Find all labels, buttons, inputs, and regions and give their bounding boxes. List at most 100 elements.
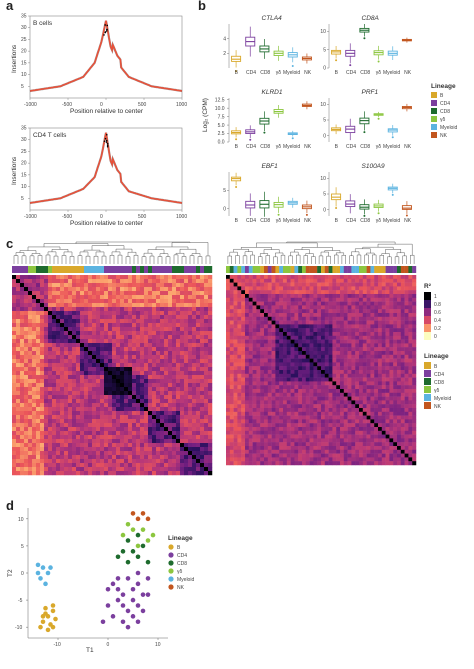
- heatmap-cell: [28, 391, 33, 396]
- heatmap-cell: [44, 307, 49, 312]
- heatmap-cell: [24, 427, 29, 432]
- heatmap-cell: [404, 396, 409, 401]
- heatmap-cell: [298, 400, 303, 405]
- heatmap-cell: [241, 343, 246, 348]
- heatmap-cell: [400, 313, 405, 318]
- legend-label: NK: [440, 133, 448, 139]
- heatmap-cell: [44, 359, 49, 364]
- heatmap-cell: [172, 411, 177, 416]
- heatmap-cell: [132, 399, 137, 404]
- heatmap-cell: [321, 354, 326, 359]
- heatmap-cell: [192, 415, 197, 420]
- heatmap-cell: [196, 331, 201, 336]
- heatmap-cell: [152, 383, 157, 388]
- heatmap-cell: [241, 332, 246, 337]
- dendrogram-branch: [362, 246, 394, 250]
- heatmap-cell: [168, 395, 173, 400]
- heatmap-cell: [84, 403, 89, 408]
- heatmap-cell: [412, 286, 417, 291]
- heatmap-cell: [267, 286, 272, 291]
- heatmap-cell: [96, 447, 101, 452]
- heatmap-cell: [12, 419, 17, 424]
- heatmap-cell: [343, 370, 348, 375]
- heatmap-cell: [283, 400, 288, 405]
- heatmap-cell: [252, 392, 257, 397]
- dendrogram-branch: [286, 241, 396, 245]
- heatmap-cell: [64, 327, 69, 332]
- heatmap-cell: [188, 287, 193, 292]
- heatmap-cell: [64, 439, 69, 444]
- heatmap-cell: [305, 423, 310, 428]
- heatmap-cell: [286, 358, 291, 363]
- heatmap-cell: [76, 283, 81, 288]
- heatmap-cell: [20, 363, 25, 368]
- heatmap-cell: [226, 282, 231, 287]
- heatmap-cell: [96, 451, 101, 456]
- heatmap-cell: [233, 362, 238, 367]
- heatmap-cell: [233, 286, 238, 291]
- heatmap-cell: [164, 299, 169, 304]
- heatmap-cell: [40, 359, 45, 364]
- heatmap-cell: [140, 275, 145, 280]
- heatmap-cell: [96, 455, 101, 460]
- heatmap-cell: [164, 463, 169, 468]
- heatmap-cell: [408, 343, 413, 348]
- heatmap-cell: [160, 335, 165, 340]
- lineage-bar-cell: [188, 266, 193, 273]
- heatmap-cell: [84, 319, 89, 324]
- heatmap-cell: [332, 316, 337, 321]
- heatmap-cell: [385, 343, 390, 348]
- heatmap-cell: [248, 305, 253, 310]
- heatmap-cell: [176, 391, 181, 396]
- heatmap-cell: [144, 411, 149, 416]
- heatmap-cell: [88, 299, 93, 304]
- heatmap-cell: [100, 387, 105, 392]
- heatmap-cell: [156, 351, 161, 356]
- heatmap-cell: [180, 399, 185, 404]
- heatmap-cell: [104, 419, 109, 424]
- heatmap-cell: [48, 359, 53, 364]
- heatmap-cell: [264, 297, 269, 302]
- heatmap-cell: [355, 301, 360, 306]
- heatmap-cell: [362, 275, 367, 280]
- heatmap-cell: [245, 370, 250, 375]
- heatmap-cell: [275, 411, 280, 416]
- heatmap-cell: [336, 309, 341, 314]
- heatmap-cell: [332, 415, 337, 420]
- heatmap-cell: [100, 371, 105, 376]
- heatmap-cell: [412, 366, 417, 371]
- heatmap-cell: [168, 423, 173, 428]
- heatmap-cell: [108, 347, 113, 352]
- heatmap-cell: [32, 443, 37, 448]
- heatmap-cell: [84, 339, 89, 344]
- heatmap-cell: [136, 387, 141, 392]
- heatmap-cell: [208, 347, 213, 352]
- heatmap-cell: [347, 381, 352, 386]
- heatmap-cell: [294, 362, 299, 367]
- outlier: [291, 137, 294, 140]
- heatmap-cell: [336, 354, 341, 359]
- heatmap-cell: [28, 467, 33, 472]
- heatmap-cell: [40, 471, 45, 476]
- heatmap-cell: [92, 315, 97, 320]
- heatmap-cell: [412, 324, 417, 329]
- heatmap-cell: [252, 347, 257, 352]
- heatmap-cell: [298, 370, 303, 375]
- heatmap-cell: [340, 362, 345, 367]
- heatmap-cell: [32, 315, 37, 320]
- heatmap-cell: [200, 423, 205, 428]
- heatmap-cell: [112, 415, 117, 420]
- heatmap-cell: [381, 320, 386, 325]
- dendrogram-branch: [265, 255, 270, 264]
- heatmap-cell: [385, 408, 390, 413]
- heatmap-cell: [60, 451, 65, 456]
- heatmap-cell: [60, 303, 65, 308]
- heatmap-cell: [340, 389, 345, 394]
- heatmap-cell: [64, 311, 69, 316]
- heatmap-cell: [208, 427, 213, 432]
- heatmap-cell: [359, 385, 364, 390]
- heatmap-cell: [362, 316, 367, 321]
- heatmap-cell: [328, 404, 333, 409]
- heatmap-cell: [120, 451, 125, 456]
- heatmap-cell: [120, 311, 125, 316]
